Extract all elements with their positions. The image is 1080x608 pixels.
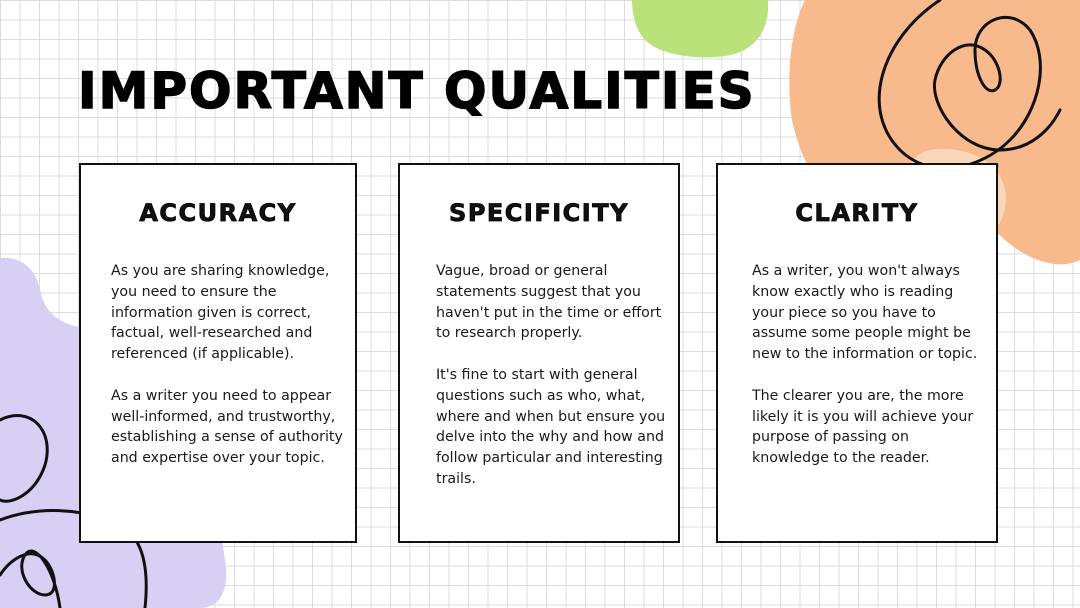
card-title: CLARITY (795, 199, 919, 228)
card-paragraph: As a writer you need to appear well-info… (111, 387, 343, 467)
card-paragraph: It's fine to start with general question… (436, 366, 666, 487)
heart-scribble-top-right (877, 0, 1062, 170)
card-body: As a writer, you won't always know exact… (752, 261, 984, 490)
card-paragraph: The clearer you are, the more likely it … (752, 387, 974, 467)
green-blob (632, 0, 769, 58)
card-title: SPECIFICITY (449, 199, 629, 228)
card-body: As you are sharing knowledge, you need t… (111, 261, 343, 490)
card-accuracy: ACCURACY As you are sharing knowledge, y… (79, 163, 357, 543)
card-paragraph: As you are sharing knowledge, you need t… (111, 263, 330, 363)
card-paragraph: As a writer, you won't always know exact… (752, 263, 978, 363)
card-clarity: CLARITY As a writer, you won't always kn… (716, 163, 998, 543)
card-paragraph: Vague, broad or general statements sugge… (436, 263, 662, 342)
card-body: Vague, broad or general statements sugge… (436, 261, 670, 511)
card-specificity: SPECIFICITY Vague, broad or general stat… (398, 163, 680, 543)
page-title: IMPORTANT QUALITIES (77, 62, 756, 120)
card-title: ACCURACY (139, 199, 297, 228)
